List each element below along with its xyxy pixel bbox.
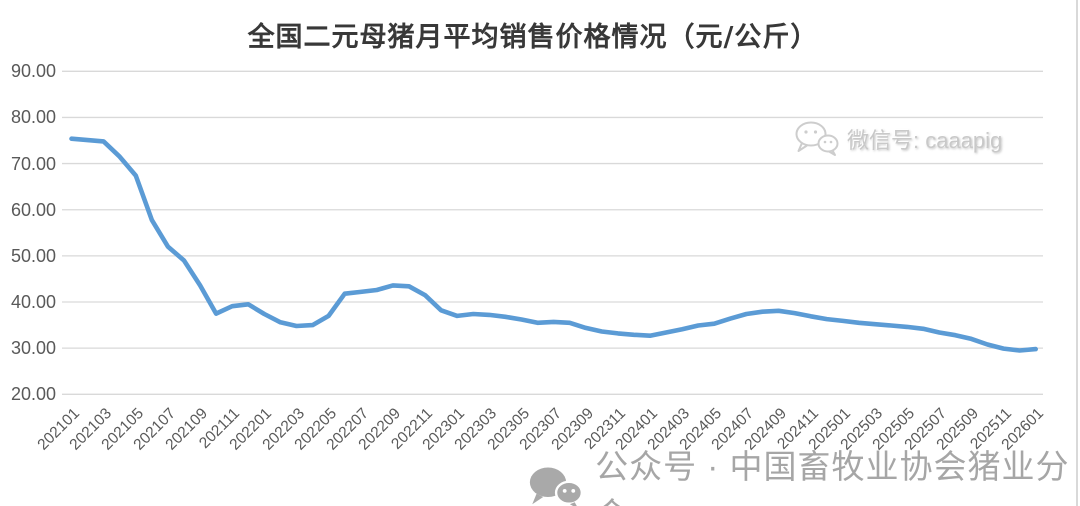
wechat-id-text: 微信号: caaapig	[847, 128, 1003, 153]
y-tick-label: 30.00	[10, 338, 56, 359]
wechat-icon	[795, 121, 839, 156]
official-account-text: 公众号 · 中国畜牧业协会猪业分会	[595, 448, 1070, 506]
y-tick-label: 40.00	[10, 292, 56, 312]
y-tick-label: 90.00	[10, 61, 56, 82]
watermark-official-account: 公众号 · 中国畜牧业协会猪业分会	[527, 440, 1080, 506]
y-tick-label: 50.00	[10, 245, 56, 266]
watermark-wechat-id: 微信号: caaapig	[794, 120, 1002, 158]
chart-title: 全国二元母猪月平均销售价格情况（元/公斤）	[247, 22, 819, 53]
price-line-series	[69, 136, 1038, 353]
y-tick-label: 70.00	[10, 153, 56, 174]
y-tick-label: 60.00	[10, 199, 56, 220]
y-tick-label: 80.00	[10, 107, 56, 128]
right-edge-divider	[1076, 0, 1078, 506]
wechat-icon	[529, 467, 584, 506]
y-tick-label: 20.00	[10, 384, 56, 405]
